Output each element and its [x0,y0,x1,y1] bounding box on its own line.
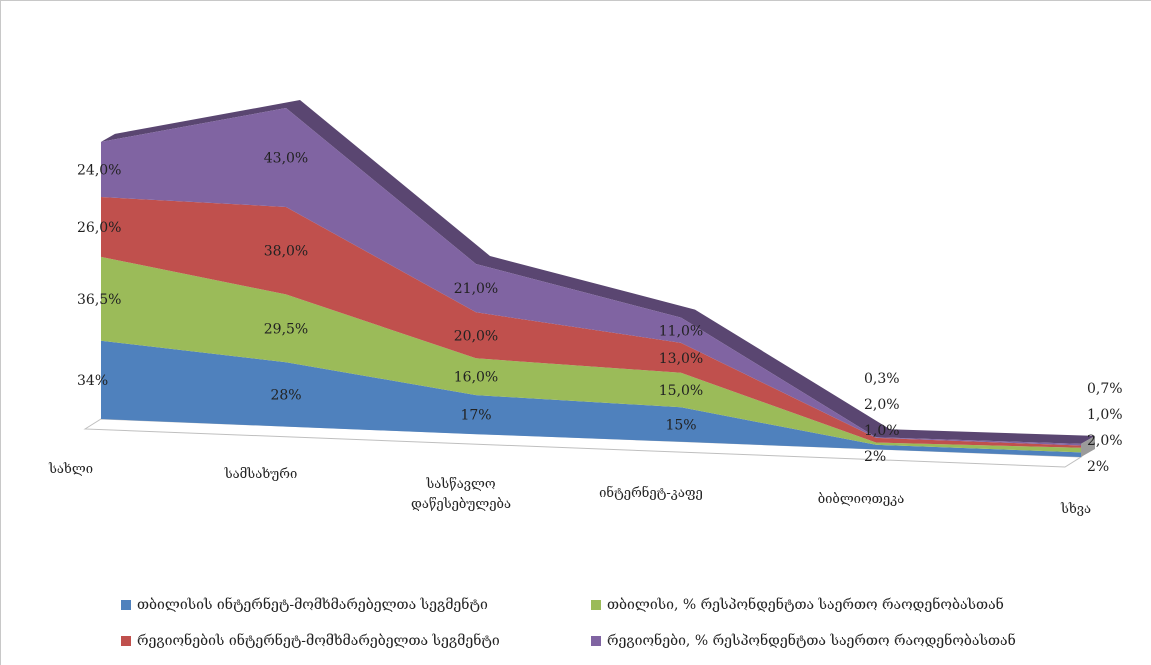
data-label-s2-c4: 2,0% [864,397,900,413]
legend-swatch-1 [591,600,601,610]
category-label-4: ბიბლიოთეკა [818,492,905,507]
data-label-s0-c0: 34% [77,373,108,389]
data-label-s3-c3: 11,0% [659,323,703,339]
series-area-3 [101,108,1081,446]
data-label-s1-c2: 16,0% [454,370,498,386]
data-label-s0-c5: 2% [1087,459,1109,475]
legend-label-3: რეგიონები, % რესპონდენტთა საერთო რაოდენო… [607,633,1016,649]
legend: თბილისის ინტერნეტ-მომხმარებელთა სეგმენტი… [121,593,1121,663]
data-label-s0-c1: 28% [270,387,301,403]
side-depth-face [1081,435,1095,457]
legend-item-2: რეგიონების ინტერნეტ-მომხმარებელთა სეგმენ… [121,633,500,649]
legend-swatch-3 [591,636,601,646]
legend-item-3: რეგიონები, % რესპონდენტთა საერთო რაოდენო… [591,633,1016,649]
data-label-s2-c5: 1,0% [1087,407,1123,423]
data-label-s1-c1: 29,5% [264,321,308,337]
legend-label-2: რეგიონების ინტერნეტ-მომხმარებელთა სეგმენ… [137,633,500,649]
data-label-s1-c0: 36,5% [77,292,121,308]
area-chart: 34% 28% 17% 15% 2% 2% 36,5% 29,5% 16,0% 15,0% 1,0%… [48,100,1123,517]
category-label-3: ინტერნეტ-კაფე [599,485,703,501]
legend-swatch-2 [121,636,131,646]
data-label-s0-c2: 17% [460,408,491,424]
data-label-s2-c0: 26,0% [77,220,121,236]
legend-item-0: თბილისის ინტერნეტ-მომხმარებელთა სეგმენტი [121,597,488,613]
data-label-s1-c5: 2,0% [1087,433,1123,449]
series-area-2 [101,197,1081,448]
data-label-s3-c2: 21,0% [454,281,498,297]
category-label-5: სხვა [1060,502,1091,517]
series-area-1 [101,256,1081,453]
category-label-2: დაწესებულება [411,497,511,512]
series-area-0 [101,340,1081,457]
legend-label-0: თბილისის ინტერნეტ-მომხმარებელთა სეგმენტი [137,597,488,613]
data-label-s3-c0: 24,0% [77,162,121,178]
legend-swatch-0 [121,600,131,610]
data-label-s2-c2: 20,0% [454,328,498,344]
data-label-s1-c4: 1,0% [864,423,900,439]
data-label-s2-c1: 38,0% [264,244,308,260]
data-label-s3-c1: 43,0% [264,151,308,167]
data-label-s1-c3: 15,0% [659,383,703,399]
category-label-2: სასწავლო [425,477,496,492]
data-label-s0-c3: 15% [665,418,696,434]
legend-label-1: თბილისი, % რესპონდენტთა საერთო რაოდენობა… [607,597,1004,613]
category-label-0: სახლი [48,462,93,477]
legend-item-1: თბილისი, % რესპონდენტთა საერთო რაოდენობა… [591,597,1004,613]
data-label-s3-c5: 0,7% [1087,381,1123,397]
data-label-s3-c4: 0,3% [864,371,900,387]
category-label-1: სამსახური [224,467,297,482]
data-label-s2-c3: 13,0% [659,351,703,367]
data-label-s0-c4: 2% [864,449,886,465]
